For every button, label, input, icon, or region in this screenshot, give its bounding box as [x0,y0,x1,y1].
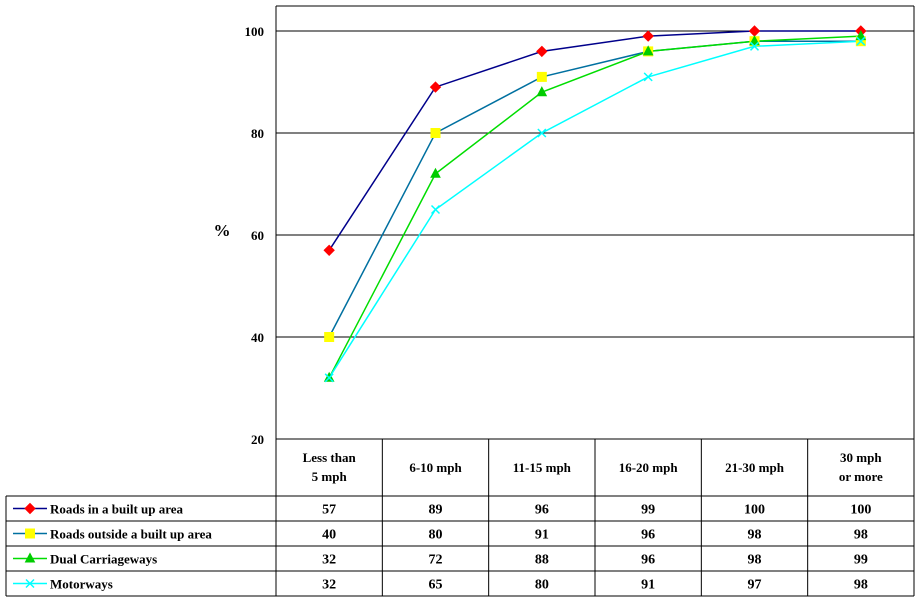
y-tick-label: 20 [251,432,264,447]
x-category-label: Less than 5 mph [303,450,357,484]
data-point [749,41,760,51]
x-category-label: 30 mph or more [839,450,883,484]
table-cell-value: 99 [854,553,868,568]
data-point [856,36,866,46]
data-point [749,35,760,46]
data-point [323,244,335,257]
series-line [328,40,861,379]
data-point [324,332,335,342]
data-point [324,373,334,383]
data-point [642,30,654,42]
x-category-label: 11-15 mph [513,460,572,475]
y-tick-label: 60 [251,228,264,243]
table-cell-value: 40 [322,528,336,543]
legend-key-marker [25,528,35,539]
table-cell-value: 72 [429,553,443,568]
table-cell-value: 88 [535,553,549,568]
data-point [855,30,867,41]
x-category-label: 16-20 mph [619,460,679,475]
data-point [430,128,441,138]
table-cell-value: 98 [854,528,868,543]
y-axis-ticks: 20 40 60 80 100 [245,24,265,447]
y-tick-label: 40 [251,330,264,345]
data-point [430,167,441,178]
table-cell-value: 98 [748,553,762,568]
gridlines [275,5,915,440]
data-point [429,81,442,93]
series-name: Dual Carriageways [50,552,157,567]
data-point [748,25,761,37]
table-cell-value: 57 [322,503,336,518]
table-cell-value: 96 [641,553,655,568]
series-line [328,40,861,338]
x-category-label: 21-30 mph [725,460,785,475]
series-name: Motorways [50,577,113,592]
table-cell-value: 96 [641,528,655,543]
table-cell-value: 89 [429,503,443,518]
table-cell-value: 91 [535,528,549,543]
table-cell-value: 100 [744,503,765,518]
data-point [536,71,547,82]
data-point [536,86,548,97]
table-cell-value: 32 [322,553,336,568]
legend-key-marker [24,502,36,515]
series-name: Roads outside a built up area [50,527,212,542]
table-cell-value: 91 [641,578,655,593]
series-markers [323,25,867,383]
data-point [642,45,654,56]
series-lines [328,30,861,379]
y-axis-label: % [214,221,231,240]
table-cell-value: 96 [535,503,549,518]
table-cell-value: 98 [748,528,762,543]
table-cell-value: 97 [748,578,762,593]
data-point [537,128,547,138]
table-cell-value: 98 [854,578,868,593]
data-point [430,204,441,215]
table-cell-value: 99 [641,503,655,518]
table-cell-value: 100 [850,503,871,518]
table-cell-value: 80 [429,528,443,543]
table-cell-value: 32 [322,578,336,593]
series-name: Roads in a built up area [50,502,184,517]
table-cell-value: 80 [535,578,549,593]
y-tick-label: 80 [251,126,264,141]
legend-key-marker [24,552,36,563]
x-category-label: 6-10 mph [409,460,462,475]
series-line [328,35,861,379]
series-line [328,30,861,251]
table-cell-value: 65 [429,578,443,593]
data-table: Less than 5 mph 6-10 mph 11-15 mph 16-20 mph… [5,439,915,597]
legend-key-marker [25,578,35,589]
data-point [536,45,548,58]
data-point [643,72,653,82]
y-tick-label: 100 [245,24,265,39]
